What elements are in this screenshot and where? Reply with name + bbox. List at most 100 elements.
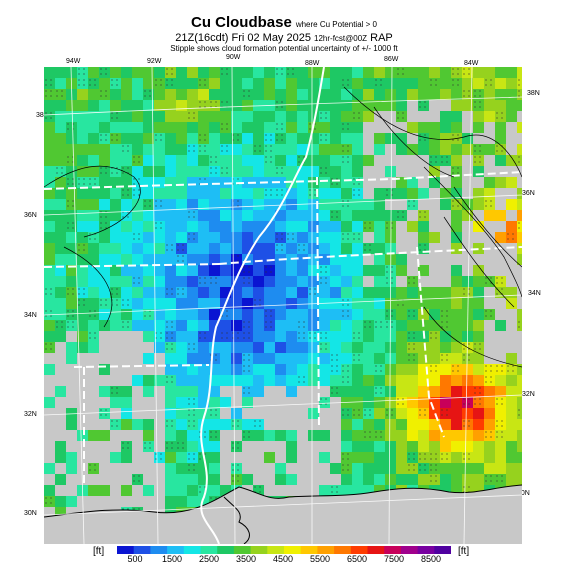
stipple-dot xyxy=(199,486,201,488)
cloudbase-cell xyxy=(209,342,220,353)
stipple-dot xyxy=(45,348,47,350)
stipple-dot xyxy=(364,244,366,246)
cloudbase-cell xyxy=(264,364,275,375)
cloudbase-cell xyxy=(121,155,132,166)
stipple-dot xyxy=(364,414,366,416)
cloudbase-cell xyxy=(341,485,352,496)
cloudbase-cell xyxy=(77,199,88,210)
cloudbase-cell xyxy=(198,353,209,364)
stipple-dot xyxy=(325,337,327,339)
cloudbase-cell xyxy=(506,386,517,397)
cloudbase-cell xyxy=(187,100,198,111)
stipple-dot xyxy=(83,79,85,81)
stipple-dot xyxy=(166,343,168,345)
cloudbase-cell xyxy=(352,386,363,397)
cloudbase-cell xyxy=(176,188,187,199)
plot-valid-time: 21Z(16cdt) Fri 02 May 2025 12hr-fcst@00Z… xyxy=(0,32,568,44)
cloudbase-cell xyxy=(198,474,209,485)
cloudbase-cell xyxy=(110,386,121,397)
stipple-dot xyxy=(149,90,151,92)
cloudbase-cell xyxy=(231,265,242,276)
cloudbase-cell xyxy=(374,309,385,320)
cloudbase-cell xyxy=(352,166,363,177)
cloudbase-cell xyxy=(363,408,374,419)
cloudbase-cell xyxy=(44,100,55,111)
cloudbase-cell xyxy=(231,210,242,221)
stipple-dot xyxy=(177,447,179,449)
stipple-dot xyxy=(501,431,503,433)
stipple-dot xyxy=(50,84,52,86)
cloudbase-cell xyxy=(374,353,385,364)
stipple-dot xyxy=(111,139,113,141)
stipple-dot xyxy=(430,84,432,86)
stipple-dot xyxy=(116,299,118,301)
stipple-dot xyxy=(463,288,465,290)
stipple-dot xyxy=(386,266,388,268)
stipple-dot xyxy=(237,139,239,141)
stipple-dot xyxy=(204,436,206,438)
stipple-dot xyxy=(171,348,173,350)
stipple-dot xyxy=(265,315,267,317)
stipple-dot xyxy=(463,348,465,350)
cloudbase-cell xyxy=(187,276,198,287)
cloudbase-cell xyxy=(462,199,473,210)
stipple-dot xyxy=(353,112,355,114)
cloudbase-cell xyxy=(187,177,198,188)
stipple-dot xyxy=(314,194,316,196)
stipple-dot xyxy=(463,420,465,422)
cloudbase-cell xyxy=(396,397,407,408)
cloudbase-cell xyxy=(484,177,495,188)
stipple-dot xyxy=(375,321,377,323)
cloudbase-cell xyxy=(451,67,462,78)
cloudbase-cell xyxy=(176,276,187,287)
stipple-dot xyxy=(155,134,157,136)
contour-lines xyxy=(44,86,522,368)
stipple-dot xyxy=(111,288,113,290)
cloudbase-cell xyxy=(407,177,418,188)
cloudbase-cell xyxy=(451,408,462,419)
cloudbase-cell xyxy=(319,111,330,122)
stipple-dot xyxy=(309,293,311,295)
cloudbase-cell xyxy=(121,199,132,210)
stipple-dot xyxy=(265,139,267,141)
cloudbase-cell xyxy=(341,342,352,353)
cloudbase-cell xyxy=(341,364,352,375)
cloudbase-cell xyxy=(352,89,363,100)
stipple-dot xyxy=(45,84,47,86)
stipple-dot xyxy=(61,326,63,328)
cloudbase-cell xyxy=(297,243,308,254)
stipple-dot xyxy=(281,238,283,240)
colorbar-swatch xyxy=(233,546,252,554)
cloudbase-cell xyxy=(99,320,110,331)
cloudbase-cell xyxy=(429,441,440,452)
stipple-dot xyxy=(320,139,322,141)
stipple-dot xyxy=(122,299,124,301)
cloudbase-cell xyxy=(198,67,209,78)
stipple-dot xyxy=(127,299,129,301)
colorbar-swatch xyxy=(284,546,302,554)
cloudbase-cell xyxy=(385,397,396,408)
stipple-dot xyxy=(518,321,520,323)
stipple-dot xyxy=(248,332,250,334)
cloudbase-cell xyxy=(495,177,506,188)
stipple-dot xyxy=(430,480,432,482)
cloudbase-cell xyxy=(209,430,220,441)
cloudbase-cell xyxy=(396,111,407,122)
cloudbase-cell xyxy=(451,397,462,408)
stipple-dot xyxy=(457,79,459,81)
stipple-dot xyxy=(83,73,85,75)
cloudbase-cell xyxy=(330,89,341,100)
cloudbase-cell xyxy=(275,375,286,386)
cloudbase-cell xyxy=(275,221,286,232)
cloudbase-cell xyxy=(242,276,253,287)
cloudbase-cell xyxy=(253,210,264,221)
cloudbase-cell xyxy=(176,364,187,375)
stipple-dot xyxy=(424,249,426,251)
cloudbase-cell xyxy=(275,364,286,375)
cloudbase-cell xyxy=(66,232,77,243)
cloudbase-cell xyxy=(209,320,220,331)
cloudbase-cell xyxy=(495,386,506,397)
cloudbase-cell xyxy=(44,254,55,265)
stipple-dot xyxy=(243,90,245,92)
stipple-dot xyxy=(452,172,454,174)
